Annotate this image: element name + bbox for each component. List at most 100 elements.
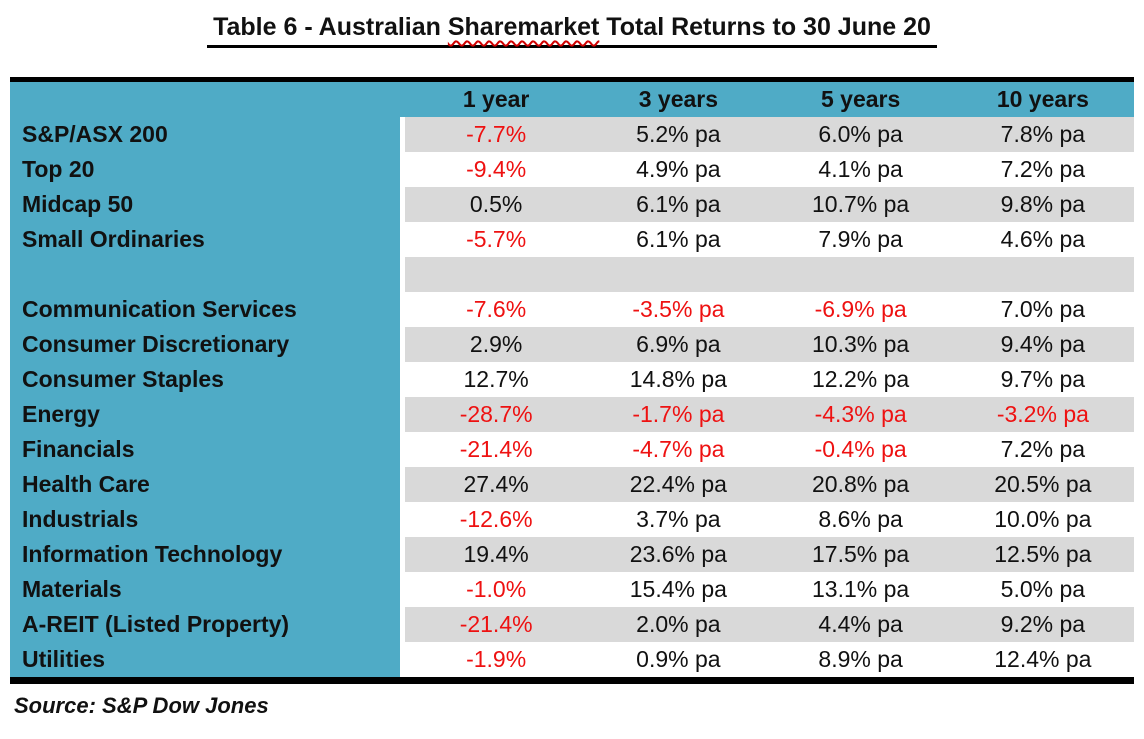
table-row: Information Technology 19.4% 23.6% pa 17…: [10, 537, 1134, 572]
cell-1-year: 19.4%: [405, 537, 588, 572]
cell-3-years: -1.7% pa: [587, 397, 770, 432]
cell-1-year: 0.5%: [405, 187, 588, 222]
cell-10-years: [951, 257, 1134, 292]
cell-3-years: 4.9% pa: [587, 152, 770, 187]
table-row: Consumer Discretionary 2.9% 6.9% pa 10.3…: [10, 327, 1134, 362]
row-label: Midcap 50: [10, 187, 405, 222]
cell-3-years: 0.9% pa: [587, 642, 770, 677]
cell-1-year: -12.6%: [405, 502, 588, 537]
table-row: [10, 257, 1134, 292]
cell-5-years: [769, 257, 952, 292]
cell-3-years: 5.2% pa: [587, 117, 770, 152]
row-label: Health Care: [10, 467, 405, 502]
table-row: Financials -21.4% -4.7% pa -0.4% pa 7.2%…: [10, 432, 1134, 467]
cell-1-year: -1.0%: [405, 572, 588, 607]
cell-3-years: -3.5% pa: [587, 292, 770, 327]
cell-1-year: -28.7%: [405, 397, 588, 432]
cell-5-years: 7.9% pa: [769, 222, 952, 257]
cell-10-years: 9.2% pa: [951, 607, 1134, 642]
cell-10-years: 7.0% pa: [951, 292, 1134, 327]
row-label: Consumer Staples: [10, 362, 405, 397]
column-header-1-year: 1 year: [405, 82, 588, 117]
cell-10-years: 12.5% pa: [951, 537, 1134, 572]
cell-5-years: 20.8% pa: [769, 467, 952, 502]
cell-1-year: -9.4%: [405, 152, 588, 187]
cell-10-years: 7.8% pa: [951, 117, 1134, 152]
table-body: S&P/ASX 200 -7.7% 5.2% pa 6.0% pa 7.8% p…: [10, 117, 1134, 677]
cell-1-year: -1.9%: [405, 642, 588, 677]
cell-3-years: [587, 257, 770, 292]
table-row: Utilities -1.9% 0.9% pa 8.9% pa 12.4% pa: [10, 642, 1134, 677]
cell-3-years: 23.6% pa: [587, 537, 770, 572]
cell-10-years: 7.2% pa: [951, 432, 1134, 467]
table-row: Top 20 -9.4% 4.9% pa 4.1% pa 7.2% pa: [10, 152, 1134, 187]
cell-5-years: 10.3% pa: [769, 327, 952, 362]
table-row: Health Care 27.4% 22.4% pa 20.8% pa 20.5…: [10, 467, 1134, 502]
cell-3-years: 2.0% pa: [587, 607, 770, 642]
column-header-10-years: 10 years: [951, 82, 1134, 117]
title-suffix: Total Returns to 30 June 20: [599, 13, 931, 41]
cell-1-year: -7.6%: [405, 292, 588, 327]
table-row: Materials -1.0% 15.4% pa 13.1% pa 5.0% p…: [10, 572, 1134, 607]
cell-1-year: -21.4%: [405, 432, 588, 467]
table-row: Midcap 50 0.5% 6.1% pa 10.7% pa 9.8% pa: [10, 187, 1134, 222]
title-prefix: Table 6 - Australian: [213, 13, 448, 41]
cell-1-year: 12.7%: [405, 362, 588, 397]
table-row: A-REIT (Listed Property) -21.4% 2.0% pa …: [10, 607, 1134, 642]
row-label: Communication Services: [10, 292, 405, 327]
cell-5-years: -0.4% pa: [769, 432, 952, 467]
table-header-row: 1 year 3 years 5 years 10 years: [10, 82, 1134, 117]
cell-5-years: 4.1% pa: [769, 152, 952, 187]
row-label: Energy: [10, 397, 405, 432]
cell-5-years: 6.0% pa: [769, 117, 952, 152]
column-header-3-years: 3 years: [587, 82, 770, 117]
table-row: Consumer Staples 12.7% 14.8% pa 12.2% pa…: [10, 362, 1134, 397]
row-label: Consumer Discretionary: [10, 327, 405, 362]
cell-5-years: -6.9% pa: [769, 292, 952, 327]
cell-5-years: 8.9% pa: [769, 642, 952, 677]
cell-3-years: -4.7% pa: [587, 432, 770, 467]
page: Table 6 - Australian Sharemarket Total R…: [0, 12, 1144, 719]
cell-5-years: 12.2% pa: [769, 362, 952, 397]
cell-3-years: 6.9% pa: [587, 327, 770, 362]
cell-3-years: 22.4% pa: [587, 467, 770, 502]
cell-1-year: 2.9%: [405, 327, 588, 362]
cell-10-years: -3.2% pa: [951, 397, 1134, 432]
cell-3-years: 6.1% pa: [587, 222, 770, 257]
cell-10-years: 9.4% pa: [951, 327, 1134, 362]
row-label: Materials: [10, 572, 405, 607]
page-title: Table 6 - Australian Sharemarket Total R…: [0, 12, 1144, 48]
table-row: Energy -28.7% -1.7% pa -4.3% pa -3.2% pa: [10, 397, 1134, 432]
page-title-underlined: Table 6 - Australian Sharemarket Total R…: [207, 12, 937, 48]
cell-1-year: -5.7%: [405, 222, 588, 257]
cell-5-years: 4.4% pa: [769, 607, 952, 642]
row-label: Financials: [10, 432, 405, 467]
cell-5-years: 10.7% pa: [769, 187, 952, 222]
cell-10-years: 5.0% pa: [951, 572, 1134, 607]
source-note: Source: S&P Dow Jones: [14, 693, 269, 718]
cell-5-years: 17.5% pa: [769, 537, 952, 572]
cell-5-years: 13.1% pa: [769, 572, 952, 607]
table-row: Small Ordinaries -5.7% 6.1% pa 7.9% pa 4…: [10, 222, 1134, 257]
row-label: Information Technology: [10, 537, 405, 572]
header-empty-cell: [10, 82, 405, 117]
cell-5-years: 8.6% pa: [769, 502, 952, 537]
cell-10-years: 4.6% pa: [951, 222, 1134, 257]
cell-5-years: -4.3% pa: [769, 397, 952, 432]
row-label: Small Ordinaries: [10, 222, 405, 257]
row-label: A-REIT (Listed Property): [10, 607, 405, 642]
row-label: Top 20: [10, 152, 405, 187]
cell-10-years: 9.7% pa: [951, 362, 1134, 397]
cell-10-years: 10.0% pa: [951, 502, 1134, 537]
cell-1-year: [405, 257, 588, 292]
row-label: S&P/ASX 200: [10, 117, 405, 152]
cell-3-years: 15.4% pa: [587, 572, 770, 607]
row-label: Industrials: [10, 502, 405, 537]
cell-1-year: -7.7%: [405, 117, 588, 152]
table-row: Industrials -12.6% 3.7% pa 8.6% pa 10.0%…: [10, 502, 1134, 537]
cell-1-year: 27.4%: [405, 467, 588, 502]
cell-10-years: 7.2% pa: [951, 152, 1134, 187]
cell-3-years: 6.1% pa: [587, 187, 770, 222]
row-label: Utilities: [10, 642, 405, 677]
cell-3-years: 3.7% pa: [587, 502, 770, 537]
